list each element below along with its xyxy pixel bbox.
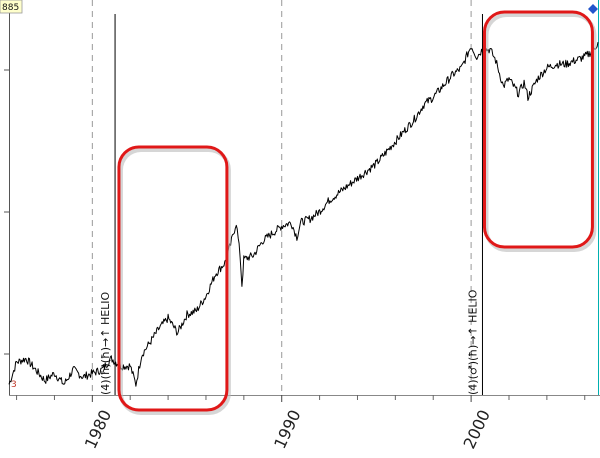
event-label: (4)(♂)(ħ)→↑ HELIO (466, 289, 479, 395)
minor-ticks (16, 395, 586, 400)
plot-frame (4, 0, 600, 396)
highlight-box-shadow (118, 148, 231, 415)
price-tag-text: 885 (2, 3, 19, 13)
price-series-line (8, 42, 599, 387)
x-tick-label: 1980 (81, 407, 115, 452)
event-markers: (4)(ħ)(ħ)→↑ HELIO (4)(♂)(ħ)→↑ HELIO (99, 14, 483, 395)
series-layer (8, 42, 599, 387)
start-marker-icon: 3 (11, 380, 17, 390)
price-tag: 885 (0, 0, 23, 14)
highlight-box (117, 145, 229, 412)
event-label: (4)(ħ)(ħ)→↑ HELIO (99, 291, 112, 395)
x-tick-label: 2000 (460, 407, 494, 452)
highlight-box (482, 10, 594, 249)
highlight-boxes (117, 10, 597, 415)
x-tick-label: 1990 (270, 407, 304, 452)
highlight-box-shadow (484, 13, 597, 252)
grid-lines (91, 0, 472, 402)
last-price-marker-icon (588, 4, 598, 14)
